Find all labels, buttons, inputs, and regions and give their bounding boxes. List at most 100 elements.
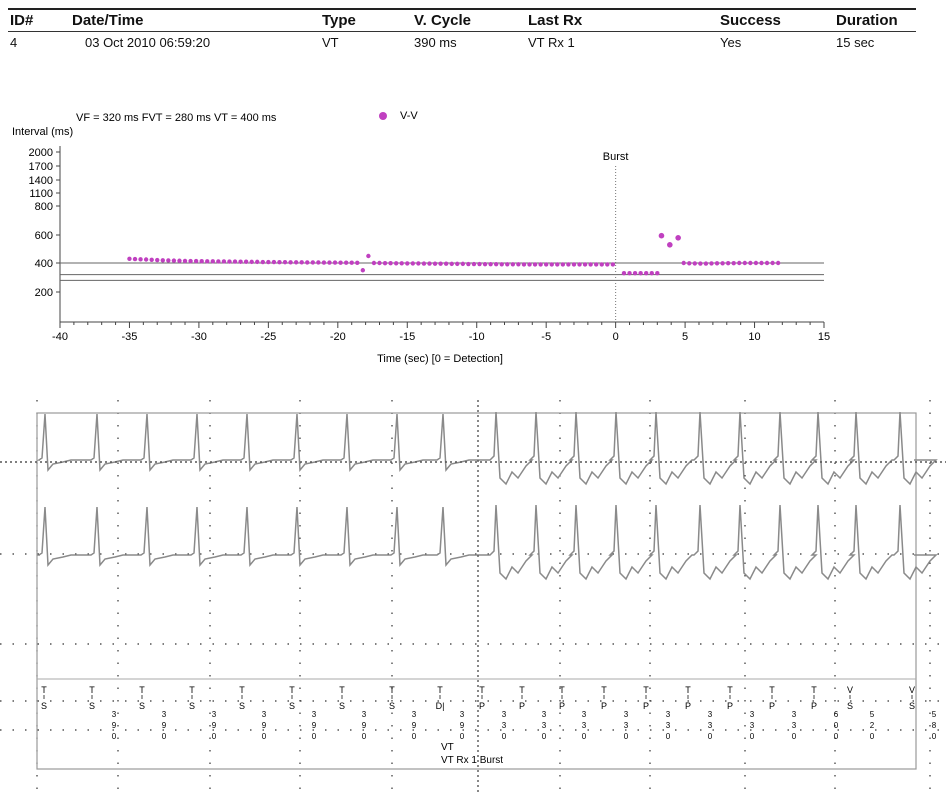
vv-point (632, 270, 638, 276)
vv-point (538, 262, 543, 267)
vv-point (449, 261, 454, 267)
marker-mid-label: S (41, 701, 47, 711)
marker-interval-digit: 0 (834, 721, 839, 730)
vv-point (266, 259, 271, 265)
marker-top-label: T (139, 685, 145, 695)
vv-point (299, 260, 304, 265)
vv-point (177, 258, 182, 263)
vv-point (271, 259, 277, 265)
vv-point (698, 261, 703, 266)
strip-annotation-therapy: VT Rx 1 Burst (441, 755, 503, 766)
marker-top-label: T (559, 685, 565, 695)
marker-interval-digit: 3 (412, 710, 417, 719)
marker-top-label: T (811, 685, 817, 695)
marker-mid-label: P (601, 701, 607, 711)
marker-top-label: T (289, 685, 295, 695)
marker-interval-digit: 0 (624, 732, 629, 741)
marker-top-label: T (41, 685, 47, 695)
marker-top-label: V (847, 685, 853, 695)
marker-interval-digit: 9 (362, 721, 367, 730)
value-datetime: 03 Oct 2010 06:59:20 (85, 35, 211, 50)
marker-interval-digit: 5 (932, 710, 937, 719)
marker-interval-digit: 3 (624, 710, 629, 719)
vv-point (138, 257, 143, 262)
marker-mid-label: S (239, 701, 245, 711)
marker-interval-digit: 3 (624, 721, 629, 730)
vv-point (510, 262, 516, 267)
marker-mid-label: P (811, 701, 817, 711)
header-id: ID# (10, 12, 34, 29)
marker-top-label: V (909, 685, 915, 695)
vv-point (305, 260, 310, 265)
header-lastrx: Last Rx (528, 12, 583, 29)
marker-interval-digit: 5 (870, 710, 875, 719)
marker-top-label: T (601, 685, 607, 695)
marker-interval-digit: 3 (666, 721, 671, 730)
vv-point (455, 261, 460, 267)
x-tick-label: -15 (399, 331, 415, 343)
marker-interval-digit: 0 (666, 732, 671, 741)
vv-point (471, 261, 477, 267)
vv-point (555, 262, 560, 267)
marker-top-label: T (339, 685, 345, 695)
marker-interval-digit: 2 (870, 721, 875, 730)
marker-mid-label: P (559, 701, 565, 711)
vv-point (205, 259, 210, 264)
marker-mid-label: S (389, 701, 395, 711)
vv-point (171, 258, 177, 263)
vv-point (549, 262, 554, 267)
vv-point (332, 260, 338, 265)
vv-point (393, 261, 399, 266)
marker-interval-digit: 9 (212, 721, 217, 730)
strip-annotation-type: VT (441, 742, 454, 753)
marker-top-label: T (643, 685, 649, 695)
y-tick-label: 200 (35, 287, 53, 299)
vv-point (488, 261, 493, 267)
vv-point (770, 260, 775, 266)
marker-mid-label: D| (436, 701, 445, 711)
vv-point (338, 260, 343, 265)
x-tick-label: -30 (191, 331, 207, 343)
vv-point (166, 258, 171, 263)
vv-point (182, 258, 188, 264)
marker-mid-label: P (479, 701, 485, 711)
vv-point (221, 259, 227, 264)
marker-interval-digit: 3 (542, 710, 547, 719)
marker-interval-digit: 3 (708, 721, 713, 730)
vv-point (382, 260, 388, 266)
marker-interval-digit: 3 (542, 721, 547, 730)
vv-point (188, 258, 193, 264)
vv-point (748, 260, 753, 266)
marker-interval-digit: 9 (112, 721, 117, 730)
legend-marker (379, 112, 387, 120)
marker-interval-digit: 3 (112, 710, 117, 719)
vv-point (127, 256, 132, 261)
vv-point (149, 257, 154, 262)
marker-mid-label: S (339, 701, 345, 711)
legend-label: V-V (400, 110, 418, 122)
vv-point (543, 262, 549, 267)
marker-interval-digit: 3 (708, 710, 713, 719)
vv-point (232, 259, 238, 264)
marker-interval-digit: 3 (362, 710, 367, 719)
vv-point (399, 261, 404, 266)
vv-point (493, 261, 499, 267)
vv-point (759, 260, 764, 266)
vv-point (366, 253, 371, 259)
value-lastrx: VT Rx 1 (528, 35, 575, 50)
vv-point (371, 260, 377, 266)
marker-interval-digit: 0 (870, 732, 875, 741)
vv-point (143, 257, 149, 262)
vv-point (577, 262, 582, 267)
header-duration: Duration (836, 12, 898, 29)
marker-mid-label: P (519, 701, 525, 711)
y-tick-label: 800 (35, 201, 53, 213)
x-tick-label: -20 (330, 331, 346, 343)
vv-point (667, 242, 673, 248)
vv-point (255, 259, 260, 265)
y-tick-label: 1700 (29, 161, 53, 173)
value-success: Yes (720, 35, 742, 50)
vv-point (377, 260, 382, 266)
marker-mid-label: P (643, 701, 649, 711)
vv-point (293, 260, 299, 265)
